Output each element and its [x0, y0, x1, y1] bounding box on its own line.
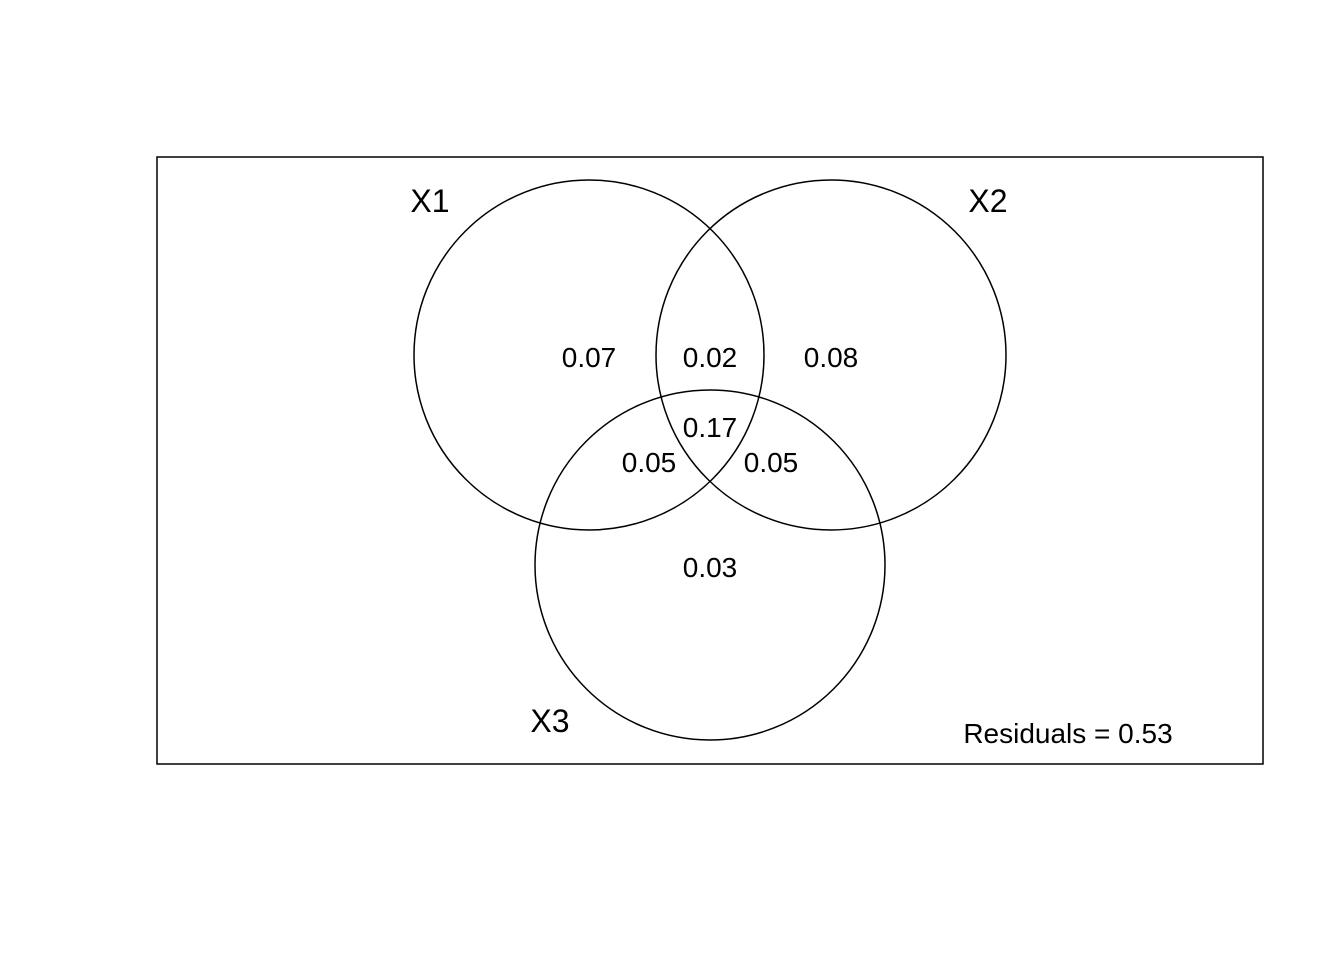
circle-x3	[534, 389, 886, 741]
region-label-x1-x2: 0.02	[683, 342, 738, 373]
set-label-x3: X3	[530, 703, 569, 739]
region-label-x1-x3: 0.05	[622, 447, 677, 478]
region-label-x2-x3: 0.05	[744, 447, 799, 478]
residuals-label: Residuals = 0.53	[963, 718, 1172, 749]
circle-x2	[655, 179, 1007, 531]
region-label-x1-x2-x3: 0.17	[683, 412, 738, 443]
set-label-x2: X2	[968, 183, 1007, 219]
region-label-x2-only: 0.08	[804, 342, 859, 373]
plot-frame	[156, 156, 1264, 765]
set-label-x1: X1	[410, 183, 449, 219]
circle-x1	[413, 179, 765, 531]
region-label-x3-only: 0.03	[683, 552, 738, 583]
region-label-x1-only: 0.07	[562, 342, 617, 373]
